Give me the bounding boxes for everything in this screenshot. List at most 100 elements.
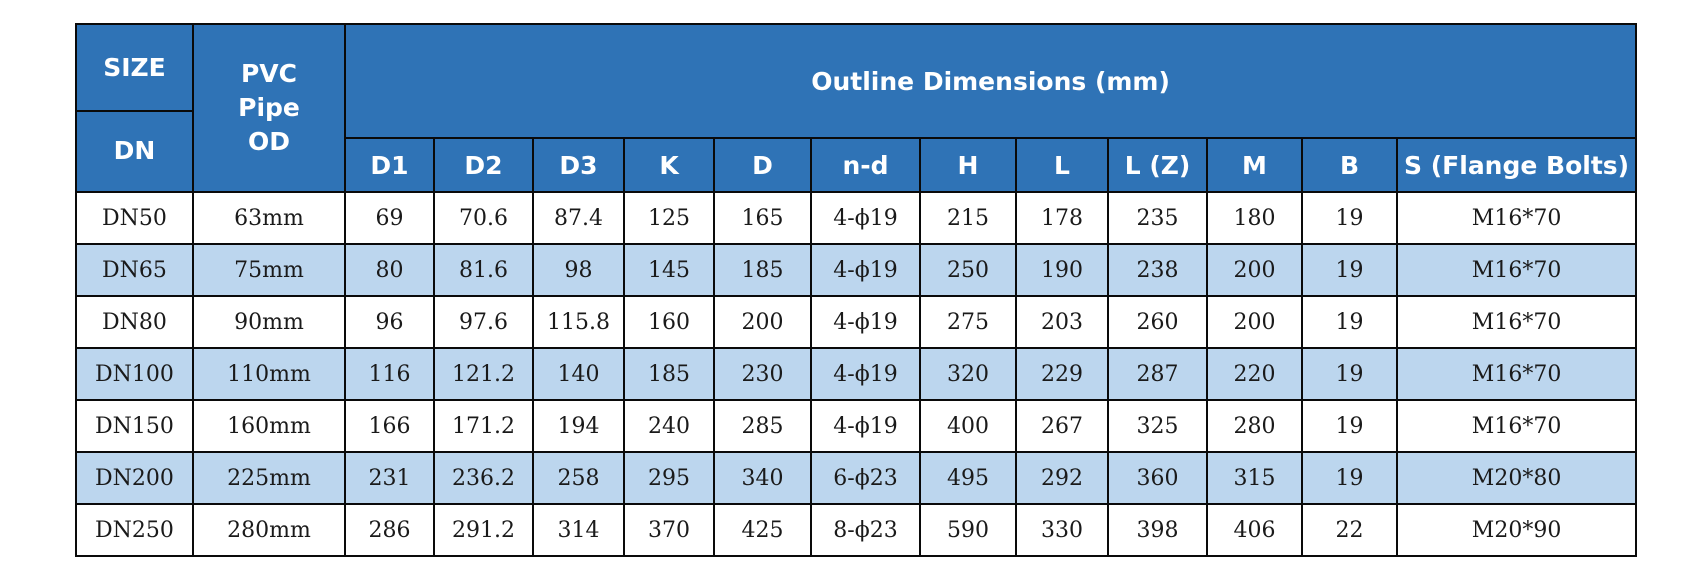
- dimension-cell: 229: [1015, 347, 1109, 401]
- dimension-cell: 236.2: [433, 451, 534, 505]
- dimension-cell: M16*70: [1395, 295, 1638, 349]
- dimension-cell: 19: [1301, 451, 1398, 505]
- column-header: D3: [532, 137, 625, 193]
- dimension-cell: 81.6: [433, 243, 534, 297]
- size-cell: DN250: [75, 503, 194, 557]
- size-cell: DN200: [75, 451, 194, 505]
- dimension-cell: 590: [919, 503, 1017, 557]
- size-cell: DN50: [75, 191, 194, 245]
- column-header: L: [1015, 137, 1109, 193]
- table-row: DN150 160mm 166 171.2 194 240 285 4-ϕ19 400 267 32…: [75, 399, 1638, 453]
- dimension-cell: 280: [1206, 399, 1303, 453]
- dimension-cell: 4-ϕ19: [810, 191, 921, 245]
- dimension-cell: 314: [532, 503, 625, 557]
- dimension-cell: 287: [1107, 347, 1208, 401]
- pvc-od-cell: 110mm: [192, 347, 346, 401]
- dimension-cell: 19: [1301, 243, 1398, 297]
- table-row: DN80 90mm 96 97.6 115.8 160 200 4-ϕ19 275 203 260 2…: [75, 295, 1638, 349]
- header-size: SIZE DN: [75, 23, 194, 193]
- column-header: L (Z): [1107, 137, 1208, 193]
- table-body: DN50 63mm 69 70.6 87.4 125 165 4-ϕ19 215 178 235 18…: [75, 191, 1638, 557]
- column-header: D: [713, 137, 812, 193]
- dimension-cell: 425: [713, 503, 812, 557]
- dimension-cell: 160: [623, 295, 715, 349]
- table-row: DN100 110mm 116 121.2 140 185 230 4-ϕ19 320 229 28…: [75, 347, 1638, 401]
- dimension-cell: 200: [1206, 243, 1303, 297]
- header-dn-label: DN: [113, 136, 156, 165]
- dimension-cell: 22: [1301, 503, 1398, 557]
- column-header: B: [1301, 137, 1398, 193]
- dimension-cell: 4-ϕ19: [810, 243, 921, 297]
- pvc-od-cell: 75mm: [192, 243, 346, 297]
- dimension-cell: 230: [713, 347, 812, 401]
- dimension-cell: 6-ϕ23: [810, 451, 921, 505]
- dimension-cell: 165: [713, 191, 812, 245]
- dimension-cell: 140: [532, 347, 625, 401]
- dimension-cell: 260: [1107, 295, 1208, 349]
- column-header: n-d: [810, 137, 921, 193]
- column-header: S (Flange Bolts): [1395, 137, 1638, 193]
- size-cell: DN100: [75, 347, 194, 401]
- dimension-cell: 19: [1301, 399, 1398, 453]
- dimension-cell: 398: [1107, 503, 1208, 557]
- column-header: D1: [344, 137, 435, 193]
- dimension-cell: 495: [919, 451, 1017, 505]
- dimension-cell: 325: [1107, 399, 1208, 453]
- table-header: SIZE DN PVC Pipe OD Outline Dimensions (…: [75, 23, 1638, 193]
- dimension-cell: 19: [1301, 295, 1398, 349]
- dimension-cell: M16*70: [1395, 399, 1638, 453]
- dimension-cell: 292: [1015, 451, 1109, 505]
- pvc-od-cell: 160mm: [192, 399, 346, 453]
- header-size-label: SIZE: [77, 26, 192, 112]
- dimension-cell: 4-ϕ19: [810, 295, 921, 349]
- pvc-od-cell: 63mm: [192, 191, 346, 245]
- dimension-cell: 145: [623, 243, 715, 297]
- dimension-cell: 98: [532, 243, 625, 297]
- dimension-cell: 194: [532, 399, 625, 453]
- dimension-cell: 125: [623, 191, 715, 245]
- dimension-cell: 238: [1107, 243, 1208, 297]
- dimensions-table: SIZE DN PVC Pipe OD Outline Dimensions (…: [75, 23, 1638, 557]
- dimension-cell: 258: [532, 451, 625, 505]
- dimension-cell: 340: [713, 451, 812, 505]
- pvc-od-cell: 90mm: [192, 295, 346, 349]
- dimension-cell: 69: [344, 191, 435, 245]
- table-row: DN200 225mm 231 236.2 258 295 340 6-ϕ23 495 292 36…: [75, 451, 1638, 505]
- dimension-cell: 185: [713, 243, 812, 297]
- dimension-cell: 320: [919, 347, 1017, 401]
- dimension-cell: 171.2: [433, 399, 534, 453]
- dimension-cell: 291.2: [433, 503, 534, 557]
- dimension-cell: 4-ϕ19: [810, 399, 921, 453]
- pvc-od-cell: 280mm: [192, 503, 346, 557]
- dimension-cell: 200: [1206, 295, 1303, 349]
- dimension-cell: 97.6: [433, 295, 534, 349]
- dimension-cell: 400: [919, 399, 1017, 453]
- column-header: K: [623, 137, 715, 193]
- spec-table-container: SIZE DN PVC Pipe OD Outline Dimensions (…: [75, 23, 1638, 557]
- size-cell: DN65: [75, 243, 194, 297]
- size-cell: DN150: [75, 399, 194, 453]
- header-pvc-od: PVC Pipe OD: [192, 23, 346, 193]
- dimension-cell: 231: [344, 451, 435, 505]
- dimension-cell: 285: [713, 399, 812, 453]
- dimension-cell: 4-ϕ19: [810, 347, 921, 401]
- dimension-cell: 250: [919, 243, 1017, 297]
- dimension-cell: 116: [344, 347, 435, 401]
- dimension-cell: M20*80: [1395, 451, 1638, 505]
- dimension-cell: 406: [1206, 503, 1303, 557]
- dimension-cell: 96: [344, 295, 435, 349]
- dimension-cell: 166: [344, 399, 435, 453]
- dimension-cell: 360: [1107, 451, 1208, 505]
- dimension-cell: 370: [623, 503, 715, 557]
- dimension-cell: 295: [623, 451, 715, 505]
- column-header: H: [919, 137, 1017, 193]
- dimension-cell: 178: [1015, 191, 1109, 245]
- column-header: D2: [433, 137, 534, 193]
- dimension-cell: 275: [919, 295, 1017, 349]
- table-row: DN50 63mm 69 70.6 87.4 125 165 4-ϕ19 215 178 235 18…: [75, 191, 1638, 245]
- dimension-cell: 200: [713, 295, 812, 349]
- pvc-od-cell: 225mm: [192, 451, 346, 505]
- dimension-cell: M20*90: [1395, 503, 1638, 557]
- dimension-cell: 115.8: [532, 295, 625, 349]
- size-cell: DN80: [75, 295, 194, 349]
